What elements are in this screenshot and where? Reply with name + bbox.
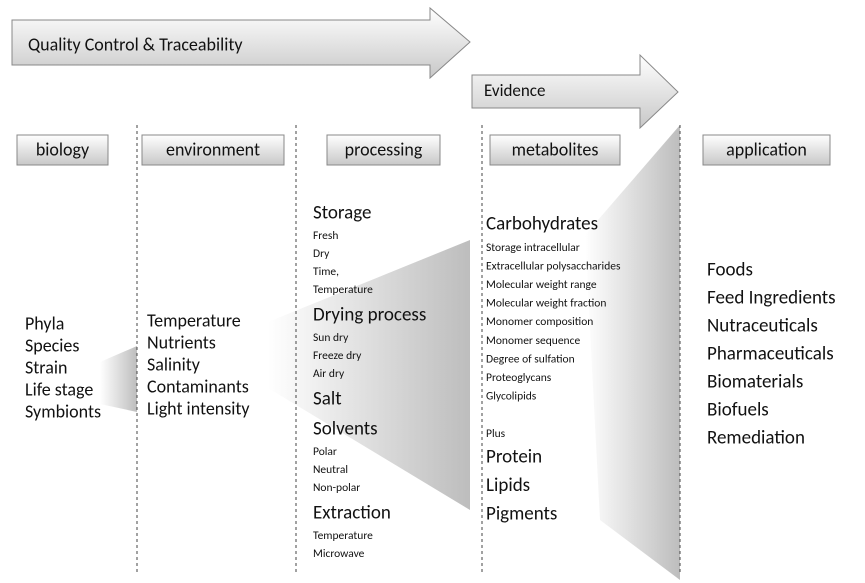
header-box: [702, 134, 831, 166]
item: Life stage: [25, 378, 93, 400]
item: Foods: [707, 259, 753, 282]
arrow-label: Evidence: [484, 80, 545, 101]
arrow-evidence: [471, 53, 679, 130]
sub-item: Molecular weight fraction: [486, 297, 606, 311]
item: Biofuels: [707, 399, 769, 422]
group-title: Drying process: [313, 304, 426, 327]
sub-item: Non-polar: [313, 481, 360, 495]
item: Symbionts: [25, 400, 101, 422]
group-title: Protein: [486, 446, 542, 469]
column-header: metabolites: [512, 138, 599, 160]
sub-item: Polar: [313, 445, 337, 459]
sub-item: Fresh: [313, 229, 338, 243]
sub-item: Molecular weight range: [486, 278, 597, 292]
sub-item: Storage intracellular: [486, 241, 580, 255]
group-title: Pigments: [486, 503, 557, 526]
funnel: [585, 125, 680, 580]
sub-item: Temperature: [313, 283, 373, 297]
item: Temperature: [147, 309, 241, 331]
item: Pharmaceuticals: [707, 343, 834, 366]
arrow-main: [11, 6, 471, 80]
group-title: Carbohydrates: [486, 213, 598, 236]
group-title: Salt: [313, 388, 342, 411]
item: Remediation: [707, 427, 805, 450]
item: Nutraceuticals: [707, 315, 818, 338]
sub-item: Plus: [486, 427, 506, 441]
item: Biomaterials: [707, 371, 803, 394]
funnel: [268, 240, 470, 510]
column-header: biology: [36, 138, 90, 160]
header-box: [16, 134, 109, 166]
sub-item: Air dry: [313, 367, 345, 381]
sub-item: Temperature: [313, 529, 373, 543]
sub-item: Sun dry: [313, 331, 349, 345]
item: Species: [25, 334, 79, 356]
column-header: application: [726, 138, 807, 160]
group-title: Extraction: [313, 502, 391, 525]
sub-item: Microwave: [313, 547, 365, 561]
item: Feed Ingredients: [707, 287, 836, 310]
item: Strain: [25, 356, 67, 378]
sub-item: Degree of sulfation: [486, 352, 575, 366]
group-title: Storage: [313, 202, 372, 225]
funnel: [100, 346, 137, 412]
sub-item: Extracellular polysaccharides: [486, 259, 621, 273]
sub-item: Monomer sequence: [486, 334, 580, 348]
column-header: processing: [345, 138, 423, 160]
group-title: Solvents: [313, 418, 378, 441]
group-title: Lipids: [486, 474, 530, 497]
item: Light intensity: [147, 397, 250, 419]
item: Nutrients: [147, 331, 216, 353]
item: Salinity: [147, 353, 201, 375]
sub-item: Monomer composition: [486, 315, 593, 329]
sub-item: Freeze dry: [313, 349, 362, 363]
arrow-label: Quality Control & Traceability: [28, 33, 243, 55]
sub-item: Neutral: [313, 463, 348, 477]
sub-item: Proteoglycans: [486, 371, 552, 385]
header-box: [141, 134, 285, 166]
sub-item: Time,: [313, 265, 339, 279]
header-box: [326, 134, 441, 166]
sub-item: Glycolipids: [486, 390, 537, 404]
sub-item: Dry: [313, 247, 330, 261]
column-header: environment: [166, 138, 260, 160]
item: Contaminants: [147, 375, 249, 397]
header-box: [489, 134, 621, 166]
item: Phyla: [25, 312, 64, 334]
